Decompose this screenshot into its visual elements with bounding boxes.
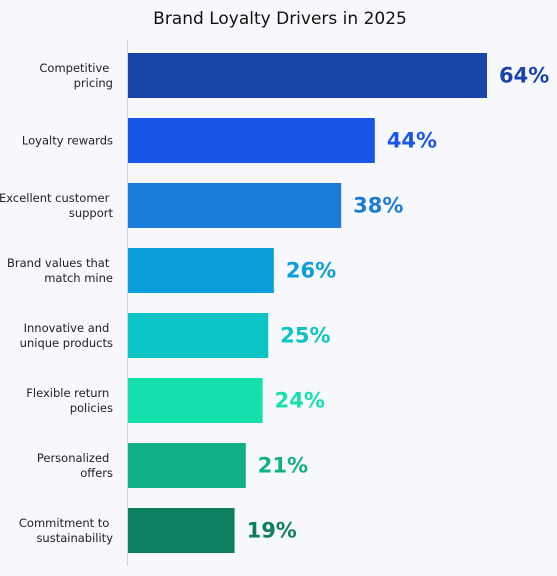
bar — [128, 118, 375, 163]
value-label: 26% — [286, 259, 336, 283]
value-label: 44% — [387, 129, 437, 153]
bar — [128, 508, 235, 553]
bar — [128, 53, 487, 98]
category-label: Loyalty rewards — [22, 133, 113, 147]
category-label: Personalized offers — [37, 451, 113, 480]
value-label: 64% — [499, 64, 549, 88]
chart-title: Brand Loyalty Drivers in 2025 — [153, 9, 407, 29]
value-label: 25% — [280, 324, 330, 348]
bar — [128, 183, 342, 228]
bar — [128, 313, 269, 358]
bar — [128, 443, 246, 488]
value-label: 38% — [353, 194, 403, 218]
category-label: Commitment to sustainability — [19, 516, 113, 545]
bar — [128, 248, 274, 293]
category-label: Flexible return policies — [26, 386, 113, 415]
value-label: 21% — [258, 454, 308, 478]
value-label: 19% — [247, 519, 297, 543]
category-label: Brand values that match mine — [7, 256, 113, 285]
category-label: Excellent customer support — [0, 191, 113, 220]
bar — [128, 378, 263, 423]
category-label: Competitive pricing — [39, 61, 113, 90]
category-label: Innovative and unique products — [20, 321, 113, 350]
value-label: 24% — [275, 389, 325, 413]
